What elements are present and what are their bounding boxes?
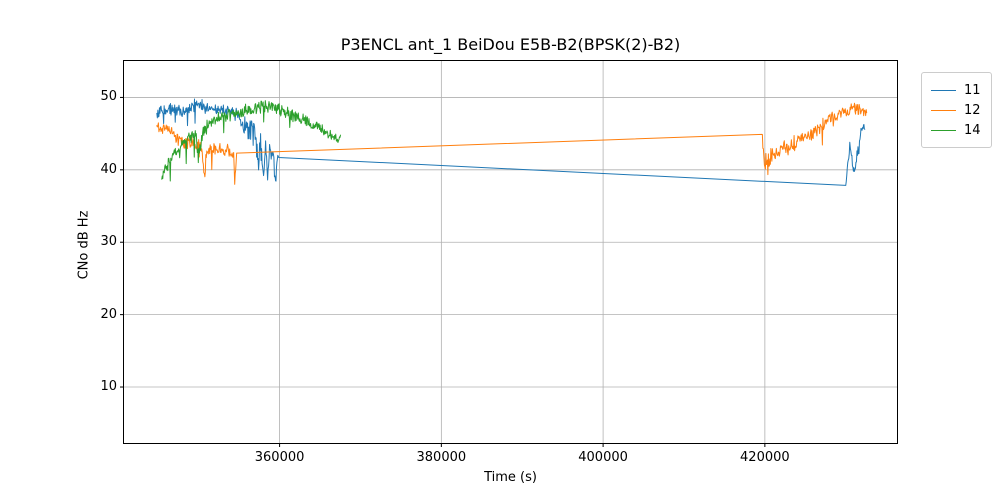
legend-label-12: 12 — [964, 102, 981, 118]
legend-line-swatch-12 — [931, 109, 956, 111]
series-line-12 — [156, 102, 868, 185]
y-tick-label: 50 — [100, 89, 117, 105]
series-line-14 — [161, 100, 341, 182]
legend-label-11: 11 — [964, 82, 981, 98]
legend-item-11: 11 — [931, 80, 981, 100]
series-lines — [156, 98, 868, 186]
x-tick-label: 360000 — [254, 450, 305, 465]
legend-line-swatch-14 — [931, 129, 956, 131]
y-tick-label: 20 — [100, 306, 117, 322]
legend-label-14: 14 — [964, 122, 981, 138]
legend-item-14: 14 — [931, 120, 981, 140]
chart-title: P3ENCL ant_1 BeiDou E5B-B2(BPSK(2)-B2) — [340, 35, 681, 54]
x-tick-label: 400000 — [578, 450, 628, 465]
legend-item-12: 12 — [931, 100, 981, 120]
plot-border — [123, 60, 898, 444]
x-tick-label: 420000 — [740, 450, 790, 465]
x-axis-label: Time (s) — [484, 470, 537, 485]
gridlines — [123, 60, 898, 444]
tick-marks — [120, 96, 766, 447]
series-line-11 — [156, 98, 866, 186]
y-tick-label: 10 — [100, 379, 117, 395]
legend: 11 12 14 — [921, 72, 992, 148]
x-tick-label: 380000 — [416, 450, 467, 465]
legend-line-swatch-11 — [931, 89, 956, 91]
y-tick-label: 40 — [100, 161, 117, 177]
y-tick-label: 30 — [100, 234, 117, 250]
